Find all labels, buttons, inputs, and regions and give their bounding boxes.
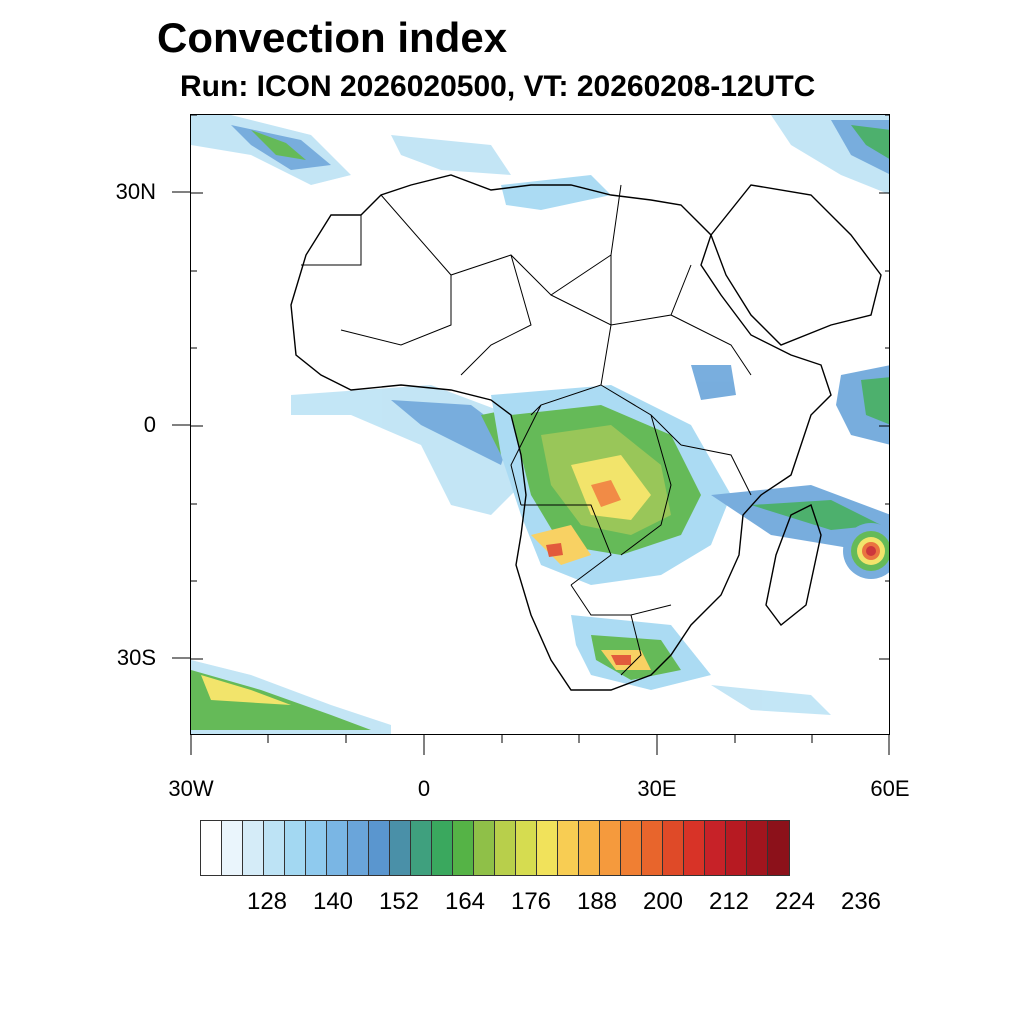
chart-subtitle: Run: ICON 2026020500, VT: 20260208-12UTC: [180, 70, 816, 103]
colorbar-cell: [264, 821, 285, 875]
colorbar-cell: [495, 821, 516, 875]
colorbar-cell: [306, 821, 327, 875]
map-panel[interactable]: [190, 114, 890, 735]
colorbar-cell: [369, 821, 390, 875]
lon-label-60e: 60E: [870, 776, 910, 801]
colorbar-label: 140: [312, 888, 354, 915]
colorbar-cell: [600, 821, 621, 875]
colorbar-label: 176: [510, 888, 552, 915]
colorbar-cell: [432, 821, 453, 875]
colorbar-cell: [348, 821, 369, 875]
country-borders: [301, 184, 752, 676]
colorbar-label: 224: [774, 888, 816, 915]
lon-label-30w: 30W: [168, 776, 214, 801]
colorbar-cell: [390, 821, 411, 875]
colorbar-cell: [642, 821, 663, 875]
colorbar-cell: [663, 821, 684, 875]
colorbar-cell: [579, 821, 600, 875]
axis-ticks: [191, 115, 889, 660]
colorbar-cell: [222, 821, 243, 875]
colorbar-cell: [411, 821, 432, 875]
map-canvas: [191, 115, 889, 734]
y-axis-ticks: [172, 191, 190, 659]
lat-label-0: 0: [143, 412, 156, 437]
colorbar-cell: [201, 821, 222, 875]
chart-title: Convection index: [157, 14, 508, 61]
colorbar-cell: [558, 821, 579, 875]
colorbar-cell: [684, 821, 705, 875]
colorbar-label: 128: [246, 888, 288, 915]
colorbar-cell: [537, 821, 558, 875]
colorbar-cell: [768, 821, 789, 875]
colorbar-cell: [243, 821, 264, 875]
colorbar-cell: [747, 821, 768, 875]
coastlines: [290, 174, 882, 691]
lon-label-0: 0: [417, 776, 431, 801]
colorbar-label: 188: [576, 888, 618, 915]
colorbar-cell: [474, 821, 495, 875]
colorbar-cell: [621, 821, 642, 875]
colorbar-cell: [726, 821, 747, 875]
colorbar: [200, 820, 790, 876]
lat-label-30s: 30S: [116, 645, 156, 670]
colorbar-label: 164: [444, 888, 486, 915]
colorbar-cell: [453, 821, 474, 875]
convection-field: [191, 115, 889, 734]
lat-label-30n: 30N: [115, 179, 156, 204]
colorbar-cell: [705, 821, 726, 875]
colorbar-cell: [516, 821, 537, 875]
colorbar-cell: [285, 821, 306, 875]
colorbar-label: 212: [708, 888, 750, 915]
colorbar-label: 152: [378, 888, 420, 915]
colorbar-label: 200: [642, 888, 684, 915]
lon-label-30e: 30E: [637, 776, 677, 801]
x-axis-ticks: [190, 735, 890, 755]
colorbar-cell: [327, 821, 348, 875]
colorbar-label: 236: [840, 888, 882, 915]
